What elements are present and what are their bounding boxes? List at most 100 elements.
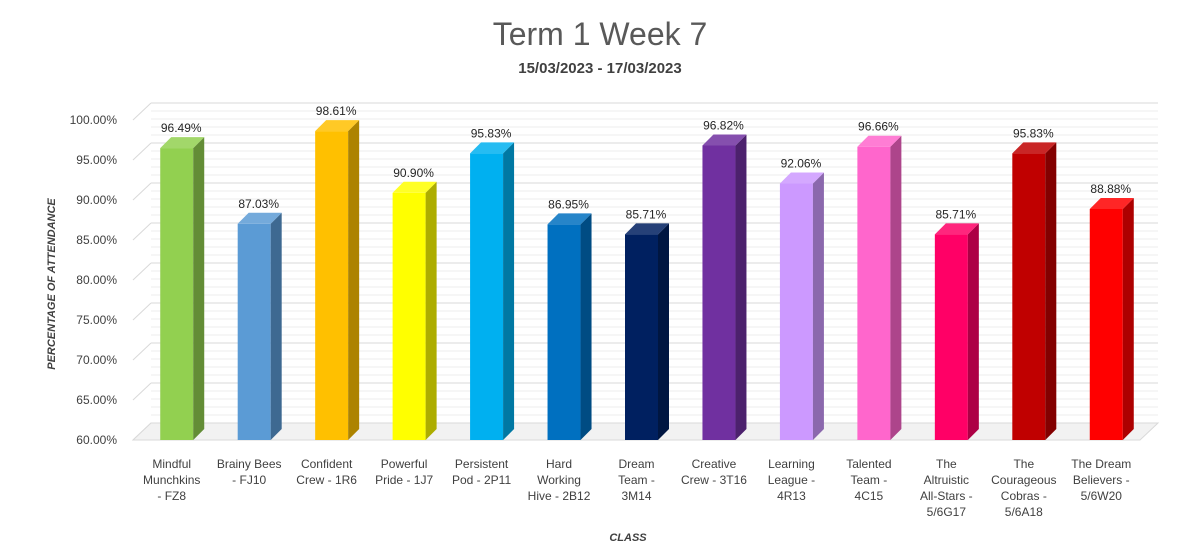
data-label: 86.95%: [548, 197, 589, 211]
category-labels: Mindful Munchkins - FZ8 Brainy Bees - FJ10 Co…: [143, 457, 1131, 519]
bar-front: [160, 148, 194, 440]
gridline-connector: [132, 382, 152, 401]
category-label-line: 4C15: [855, 489, 884, 503]
category-label-line: 5/6A18: [1005, 505, 1043, 519]
y-tick-label: 75.00%: [76, 313, 117, 327]
category-label: The Altruistic All-Stars - 5/6G17: [920, 457, 973, 519]
bar-top: [1012, 142, 1057, 154]
category-label: Confident Crew - 1R6: [296, 457, 357, 487]
y-tick-label: 80.00%: [76, 273, 117, 287]
data-label: 96.66%: [858, 120, 899, 134]
y-tick-label: 100.00%: [70, 113, 118, 127]
bar-side: [503, 142, 515, 441]
x-axis-label: CLASS: [609, 532, 647, 544]
category-label-line: 5/6G17: [927, 505, 967, 519]
category-label-line: Team -: [618, 473, 655, 487]
category-label-line: - FZ8: [157, 489, 186, 503]
data-label: 95.83%: [471, 126, 512, 140]
bar-top: [547, 213, 592, 225]
bar-top: [1089, 197, 1134, 209]
bar: [702, 134, 747, 440]
gridline-connector: [132, 342, 152, 361]
category-label-line: Pride - 1J7: [375, 473, 433, 487]
bar-side: [658, 223, 669, 440]
category-label-line: Persistent: [455, 457, 509, 471]
data-label: 95.83%: [1013, 126, 1054, 140]
category-label: Learning League - 4R13: [768, 457, 815, 503]
bar: [1012, 142, 1057, 441]
category-label-line: Brainy Bees: [217, 457, 282, 471]
category-label: The Dream Believers - 5/6W20: [1071, 457, 1131, 503]
category-label-line: Crew - 3T16: [681, 473, 747, 487]
bar: [315, 120, 360, 441]
gridline-connector: [132, 142, 152, 161]
data-label: 90.90%: [393, 166, 434, 180]
bar-top: [934, 223, 979, 235]
data-label: 88.88%: [1090, 182, 1131, 196]
data-labels: 96.49% 87.03% 98.61% 90.90% 95.83% 86.95% 85.7…: [161, 104, 1132, 221]
category-label-line: Learning: [768, 457, 815, 471]
data-label: 85.71%: [935, 207, 976, 221]
category-label-line: Believers -: [1073, 473, 1130, 487]
category-label-line: Hard: [546, 457, 572, 471]
category-label: Mindful Munchkins - FZ8: [143, 457, 200, 503]
category-label-line: - FJ10: [232, 473, 266, 487]
y-tick-label: 90.00%: [76, 193, 117, 207]
chart-title: Term 1 Week 7: [493, 16, 708, 52]
bar-side: [348, 120, 360, 441]
bar-front: [857, 146, 891, 440]
category-label-line: Hive - 2B12: [528, 489, 591, 503]
data-label: 92.06%: [781, 157, 822, 171]
data-label: 96.82%: [703, 118, 744, 132]
y-axis-ticks: 60.00% 65.00% 70.00% 75.00% 80.00% 85.00% 90.0…: [70, 113, 118, 447]
category-label-line: Confident: [301, 457, 353, 471]
bar-top: [702, 134, 747, 146]
gridline-connector: [132, 262, 152, 281]
category-label-line: The: [936, 457, 957, 471]
category-label-line: Pod - 2P11: [452, 473, 511, 487]
bar-side: [270, 212, 282, 440]
bar-front: [625, 234, 658, 440]
category-label-line: 4R13: [777, 489, 806, 503]
category-label-line: Mindful: [152, 457, 191, 471]
category-label-line: League -: [768, 473, 815, 487]
y-tick-label: 60.00%: [76, 433, 117, 447]
bar-top: [237, 212, 282, 224]
category-label: Persistent Pod - 2P11: [452, 457, 511, 487]
bar: [237, 212, 282, 440]
bar-top: [392, 181, 437, 193]
bar-side: [812, 172, 824, 440]
bar-front: [470, 153, 504, 441]
bar: [160, 137, 205, 440]
bar-side: [890, 135, 902, 440]
category-label-line: Team -: [851, 473, 888, 487]
y-tick-label: 70.00%: [76, 353, 117, 367]
bar-side: [1122, 197, 1134, 440]
category-label-line: 3M14: [621, 489, 651, 503]
category-label-line: Powerful: [381, 457, 428, 471]
bar: [1089, 197, 1134, 440]
bar-top: [470, 142, 515, 154]
category-label-line: Working: [537, 473, 581, 487]
bar: [934, 223, 979, 440]
data-label: 98.61%: [316, 104, 357, 118]
bar: [392, 181, 437, 441]
category-label: Brainy Bees - FJ10: [217, 457, 282, 487]
data-label: 85.71%: [626, 207, 667, 221]
category-label-line: Talented: [846, 457, 891, 471]
bar-front: [315, 131, 349, 440]
bar-front: [547, 224, 581, 440]
gridline-connector: [132, 102, 152, 121]
bar-front: [1089, 208, 1123, 440]
bar: [625, 223, 669, 440]
category-label: Creative Crew - 3T16: [681, 457, 747, 487]
gridline-connector: [132, 222, 152, 241]
bars: [160, 120, 1134, 441]
category-label-line: Creative: [692, 457, 737, 471]
y-tick-label: 65.00%: [76, 393, 117, 407]
category-label: The Courageous Cobras - 5/6A18: [991, 457, 1056, 519]
bar-side: [1045, 142, 1057, 441]
category-label-line: Munchkins: [143, 473, 200, 487]
category-label-line: Dream: [618, 457, 654, 471]
bar-front: [1012, 153, 1046, 441]
